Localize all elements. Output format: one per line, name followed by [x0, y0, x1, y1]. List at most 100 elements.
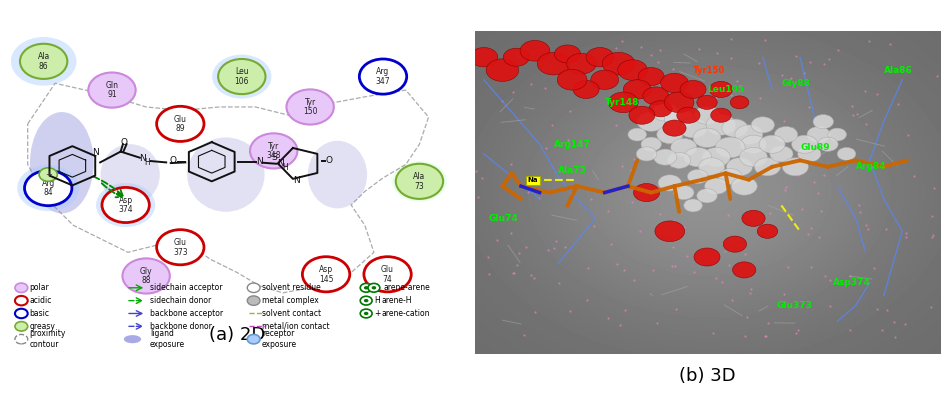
Text: Leu
106: Leu 106	[234, 67, 249, 86]
Point	[830, 47, 846, 53]
Point	[504, 160, 519, 167]
Text: Glu373: Glu373	[776, 301, 812, 310]
Circle shape	[603, 52, 635, 75]
Point	[510, 262, 525, 268]
Point	[549, 238, 564, 244]
Circle shape	[641, 137, 661, 151]
Point	[728, 235, 743, 241]
Point	[480, 253, 495, 260]
Ellipse shape	[187, 138, 265, 212]
Circle shape	[486, 59, 519, 81]
Circle shape	[287, 89, 334, 125]
Point	[714, 81, 729, 87]
Circle shape	[218, 59, 266, 94]
Point	[899, 230, 914, 236]
Point	[632, 136, 647, 143]
Point	[730, 132, 745, 138]
Point	[528, 309, 543, 315]
Point	[774, 72, 790, 79]
Point	[579, 297, 594, 303]
Point	[537, 85, 552, 91]
Point	[725, 296, 740, 303]
Point	[743, 286, 758, 292]
Ellipse shape	[123, 335, 141, 343]
Point	[739, 314, 754, 321]
Circle shape	[520, 40, 549, 61]
Text: solvent residue: solvent residue	[262, 283, 321, 292]
Circle shape	[679, 118, 707, 138]
Point	[661, 140, 676, 146]
Point	[635, 195, 650, 202]
Text: Glu
74: Glu 74	[381, 265, 394, 284]
Point	[512, 250, 527, 257]
Point	[664, 263, 679, 270]
Circle shape	[662, 120, 686, 136]
Circle shape	[363, 299, 368, 302]
Text: H: H	[374, 296, 380, 305]
Point	[600, 314, 615, 321]
Point	[563, 308, 578, 314]
Point	[762, 209, 777, 216]
Circle shape	[15, 309, 28, 318]
Text: Leu105: Leu105	[707, 85, 744, 94]
Point	[801, 231, 816, 237]
Circle shape	[250, 133, 297, 169]
Point	[859, 222, 874, 229]
Circle shape	[731, 177, 757, 195]
Circle shape	[213, 55, 271, 99]
Point	[684, 128, 699, 134]
Point	[626, 97, 642, 103]
Point	[823, 277, 838, 283]
Point	[652, 211, 667, 217]
Circle shape	[503, 48, 530, 66]
Text: Glu
373: Glu 373	[173, 238, 188, 257]
Point	[743, 290, 758, 296]
Point	[704, 254, 719, 261]
Point	[846, 112, 861, 118]
Circle shape	[20, 44, 67, 79]
Point	[796, 70, 811, 76]
Point	[482, 271, 497, 277]
Point	[807, 130, 822, 137]
Point	[784, 75, 799, 81]
Point	[471, 193, 486, 200]
Point	[738, 251, 754, 257]
Circle shape	[554, 45, 581, 63]
Text: Ala86: Ala86	[884, 66, 912, 75]
Circle shape	[664, 92, 694, 113]
Point	[791, 327, 806, 333]
Circle shape	[363, 257, 411, 292]
Point	[845, 103, 860, 109]
Circle shape	[687, 169, 708, 184]
Point	[697, 92, 712, 99]
Circle shape	[396, 164, 443, 199]
Point	[506, 270, 521, 277]
Point	[924, 213, 940, 219]
Point	[608, 121, 623, 128]
Text: receptor
exposure: receptor exposure	[262, 329, 297, 349]
Circle shape	[642, 87, 669, 105]
Point	[924, 234, 940, 240]
Circle shape	[774, 127, 798, 143]
Point	[926, 184, 941, 191]
Point	[897, 321, 912, 327]
Point	[849, 111, 865, 117]
Circle shape	[10, 37, 77, 86]
Point	[609, 261, 624, 267]
Circle shape	[628, 128, 646, 141]
Text: Arg
84: Arg 84	[42, 179, 55, 197]
Point	[752, 95, 767, 101]
Circle shape	[697, 189, 717, 203]
Text: Arg
347: Arg 347	[376, 67, 390, 86]
Circle shape	[754, 158, 780, 176]
Point	[600, 208, 615, 214]
Circle shape	[372, 286, 376, 290]
Point	[734, 144, 749, 151]
Point	[890, 101, 905, 108]
Point	[679, 252, 695, 259]
Circle shape	[157, 230, 204, 265]
Circle shape	[649, 101, 672, 117]
Point	[778, 187, 793, 193]
Point	[494, 98, 510, 105]
Text: ligand
exposure: ligand exposure	[150, 329, 185, 349]
